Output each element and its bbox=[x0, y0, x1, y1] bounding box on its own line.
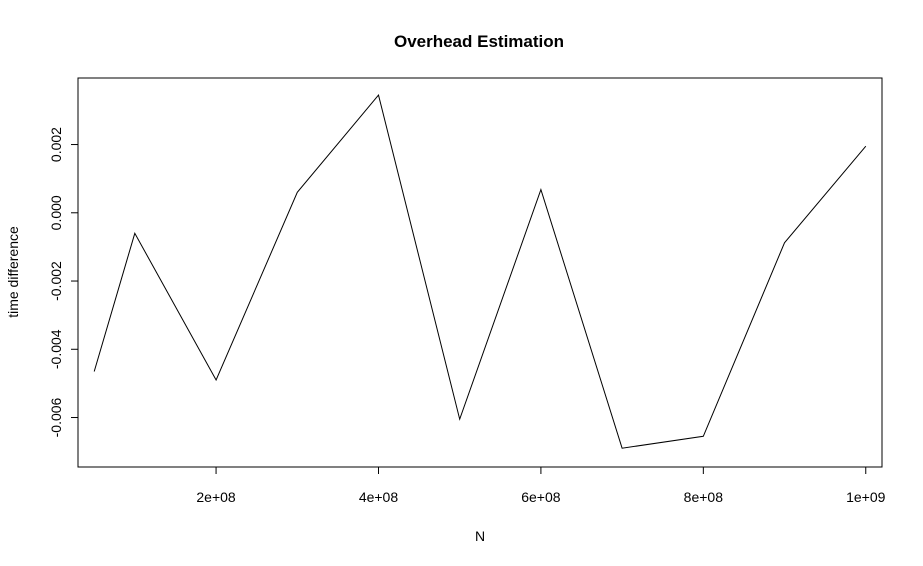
x-tick-label: 6e+08 bbox=[521, 489, 561, 505]
y-axis: -0.006 -0.004 -0.002 0.000 0.002 bbox=[48, 127, 79, 437]
plot-frame bbox=[77, 77, 883, 468]
y-tick-label: 0.000 bbox=[48, 195, 64, 230]
chart-title: Overhead Estimation bbox=[394, 32, 564, 51]
x-axis-label: N bbox=[475, 528, 485, 544]
series-line bbox=[93, 94, 867, 449]
x-tick-label: 1e+09 bbox=[846, 489, 886, 505]
y-axis-label: time difference bbox=[5, 226, 21, 318]
y-tick-label: -0.006 bbox=[48, 397, 64, 437]
x-tick-label: 8e+08 bbox=[684, 489, 724, 505]
x-tick-label: 4e+08 bbox=[359, 489, 399, 505]
x-axis: 2e+08 4e+08 6e+08 8e+08 1e+09 bbox=[196, 466, 886, 505]
y-tick-label: 0.002 bbox=[48, 127, 64, 162]
y-tick-label: -0.002 bbox=[48, 261, 64, 301]
x-tick-label: 2e+08 bbox=[196, 489, 236, 505]
y-tick-label: -0.004 bbox=[48, 329, 64, 369]
